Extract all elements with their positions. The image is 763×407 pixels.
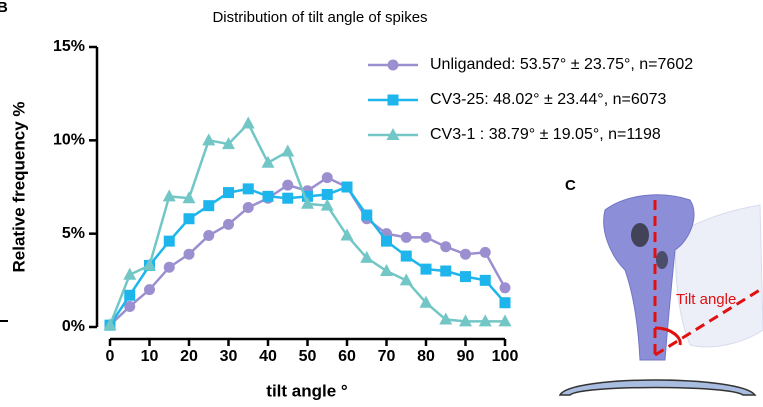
data-point xyxy=(498,314,512,327)
y-tick-label: 10% xyxy=(53,132,85,149)
data-point xyxy=(399,273,413,286)
data-point xyxy=(143,258,156,271)
data-point xyxy=(222,137,235,150)
data-point xyxy=(440,265,452,277)
panel-label: C xyxy=(565,177,576,194)
data-point xyxy=(124,289,136,301)
series-line xyxy=(108,121,505,326)
data-point xyxy=(242,202,254,214)
data-point xyxy=(459,314,472,327)
data-point xyxy=(320,198,334,211)
legend-marker xyxy=(386,128,400,140)
chart-title: Distribution of tilt angle of spikes xyxy=(212,9,427,26)
data-point xyxy=(321,172,333,184)
data-point xyxy=(163,235,175,247)
x-tick-label: 70 xyxy=(378,348,396,365)
data-point xyxy=(202,133,216,146)
legend-label: CV3-25: 48.02° ± 23.44°, n=6073 xyxy=(430,91,667,108)
data-point xyxy=(124,300,136,312)
data-point xyxy=(419,295,433,308)
data-point xyxy=(420,231,432,243)
data-point xyxy=(380,264,393,276)
data-point xyxy=(301,196,314,209)
legend-marker xyxy=(387,94,399,106)
data-point xyxy=(321,188,333,200)
data-point xyxy=(479,274,491,286)
y-tick-label: 0% xyxy=(62,318,85,335)
data-point xyxy=(440,241,452,253)
legend-marker xyxy=(387,59,399,71)
data-point xyxy=(223,218,234,230)
x-axis-title: tilt angle ° xyxy=(266,381,348,400)
data-point xyxy=(479,246,491,258)
data-point xyxy=(499,282,511,294)
x-tick-label: 0 xyxy=(106,348,115,365)
structure-illustration xyxy=(558,194,763,396)
x-tick-label: 60 xyxy=(338,348,356,365)
y-axis-title: Relative frequency % xyxy=(9,101,28,272)
data-point xyxy=(123,267,137,280)
data-point xyxy=(499,297,511,309)
data-point xyxy=(163,261,175,273)
x-tick-label: 80 xyxy=(417,348,435,365)
data-point xyxy=(360,250,374,263)
data-point xyxy=(183,248,195,260)
data-point xyxy=(460,248,471,260)
data-point xyxy=(460,271,471,283)
data-point xyxy=(183,213,195,225)
x-tick-label: 10 xyxy=(141,348,159,365)
data-point xyxy=(282,179,294,191)
data-point xyxy=(478,314,492,327)
legend-label: CV3-1 : 38.79° ± 19.05°, n=1198 xyxy=(430,126,661,143)
data-point xyxy=(182,191,196,204)
legend-label: Unliganded: 53.57° ± 23.75°, n=7602 xyxy=(430,56,693,73)
data-point xyxy=(203,230,215,242)
data-point xyxy=(223,187,234,199)
data-point xyxy=(340,228,354,241)
data-point xyxy=(282,192,294,204)
data-point xyxy=(420,263,432,275)
data-point xyxy=(361,209,373,221)
y-tick-label: 15% xyxy=(53,38,85,55)
data-point xyxy=(144,284,155,296)
x-tick-label: 40 xyxy=(259,348,277,365)
x-tick-label: 90 xyxy=(457,348,475,365)
data-point xyxy=(261,155,275,168)
x-tick-label: 20 xyxy=(180,348,198,365)
x-tick-label: 100 xyxy=(492,348,519,365)
data-point xyxy=(103,318,117,331)
data-point xyxy=(439,312,453,325)
data-point xyxy=(241,116,255,129)
data-point xyxy=(381,235,392,247)
data-point xyxy=(400,231,412,243)
data-point xyxy=(162,189,176,202)
panel-label: B xyxy=(0,0,8,16)
x-tick-label: 50 xyxy=(299,348,317,365)
data-point xyxy=(281,144,295,157)
data-point xyxy=(341,181,353,193)
y-tick-label: 5% xyxy=(62,225,85,242)
x-tick-label: 30 xyxy=(220,348,238,365)
data-point xyxy=(262,190,274,202)
data-point xyxy=(203,200,215,212)
data-point xyxy=(400,250,412,262)
data-point xyxy=(242,183,254,195)
annotation: Tilt angle xyxy=(676,291,736,308)
data-point xyxy=(302,190,313,202)
